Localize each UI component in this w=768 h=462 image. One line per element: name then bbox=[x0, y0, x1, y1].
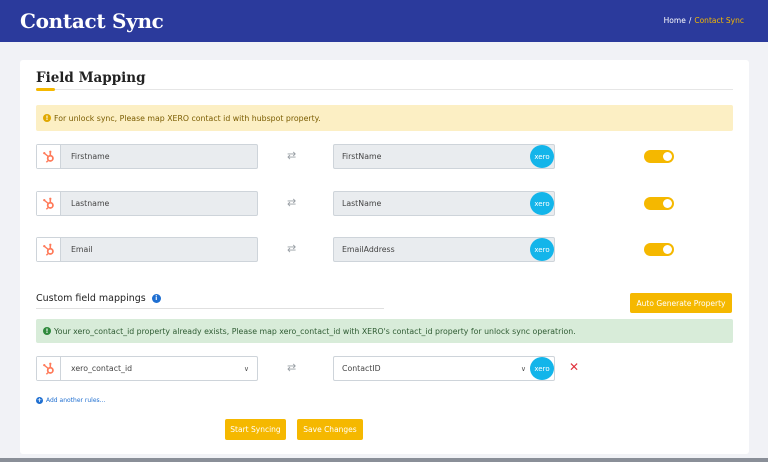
sync-toggle-lastname[interactable] bbox=[644, 197, 674, 210]
success-icon: ! bbox=[43, 327, 51, 335]
hubspot-field-lastname: Lastname bbox=[36, 191, 258, 216]
plus-icon: + bbox=[36, 397, 43, 404]
start-syncing-button[interactable]: Start Syncing bbox=[225, 419, 286, 440]
xero-field-firstname: FirstName xero bbox=[333, 144, 555, 169]
property-exists-alert: ! Your xero_contact_id property already … bbox=[36, 319, 733, 343]
field-mapping-card: Field Mapping ! For unlock sync, Please … bbox=[20, 60, 749, 454]
hubspot-icon bbox=[37, 357, 61, 380]
xero-logo-icon: xero bbox=[530, 145, 554, 168]
hubspot-property-value: xero_contact_id bbox=[71, 364, 133, 373]
swap-icon: ⇄ bbox=[287, 149, 297, 162]
success-text: Your xero_contact_id property already ex… bbox=[54, 326, 576, 336]
app-title: Contact Sync bbox=[20, 9, 164, 33]
xero-property-value: ContactID bbox=[342, 364, 381, 373]
add-rule-link[interactable]: + Add another rules... bbox=[36, 397, 105, 404]
xero-field-value: FirstName bbox=[342, 152, 382, 161]
chevron-down-icon: ∨ bbox=[520, 364, 526, 373]
hubspot-property-select[interactable]: xero_contact_id ∨ bbox=[36, 356, 258, 381]
hubspot-field-value: Firstname bbox=[71, 152, 110, 161]
xero-field-value: EmailAddress bbox=[342, 245, 395, 254]
xero-logo-icon: xero bbox=[530, 238, 554, 261]
breadcrumb-separator: / bbox=[688, 16, 692, 25]
title-divider bbox=[36, 89, 733, 90]
xero-field-email: EmailAddress xero bbox=[333, 237, 555, 262]
sync-toggle-email[interactable] bbox=[644, 243, 674, 256]
unlock-warning: ! For unlock sync, Please map XERO conta… bbox=[36, 105, 733, 131]
hubspot-icon bbox=[37, 145, 61, 168]
toggle-knob bbox=[663, 152, 672, 161]
auto-generate-property-button[interactable]: Auto Generate Property bbox=[630, 293, 732, 313]
warning-text: For unlock sync, Please map XERO contact… bbox=[54, 113, 321, 123]
xero-logo-icon: xero bbox=[530, 192, 554, 215]
section-title: Field Mapping bbox=[36, 70, 146, 86]
add-rule-label: Add another rules... bbox=[46, 397, 106, 404]
swap-icon: ⇄ bbox=[287, 242, 297, 255]
title-accent bbox=[36, 88, 55, 91]
bottom-strip bbox=[0, 458, 768, 462]
custom-mappings-label: Custom field mappings bbox=[36, 293, 146, 304]
toggle-knob bbox=[663, 245, 672, 254]
chevron-down-icon: ∨ bbox=[243, 364, 249, 373]
hubspot-field-value: Lastname bbox=[71, 199, 110, 208]
breadcrumb: Home / Contact Sync bbox=[664, 16, 744, 25]
hubspot-icon bbox=[37, 238, 61, 261]
hubspot-field-firstname: Firstname bbox=[36, 144, 258, 169]
save-changes-button[interactable]: Save Changes bbox=[297, 419, 363, 440]
xero-field-value: LastName bbox=[342, 199, 382, 208]
custom-divider bbox=[36, 308, 384, 309]
hubspot-icon bbox=[37, 192, 61, 215]
hubspot-field-value: Email bbox=[71, 245, 93, 254]
custom-mappings-title: Custom field mappings i bbox=[36, 293, 161, 304]
xero-property-select[interactable]: ContactID ∨ xero bbox=[333, 356, 555, 381]
breadcrumb-home[interactable]: Home bbox=[663, 16, 686, 25]
swap-icon: ⇄ bbox=[287, 196, 297, 209]
hubspot-field-email: Email bbox=[36, 237, 258, 262]
toggle-knob bbox=[663, 199, 672, 208]
top-bar: Contact Sync Home / Contact Sync bbox=[0, 0, 768, 42]
warning-icon: ! bbox=[43, 114, 51, 122]
xero-field-lastname: LastName xero bbox=[333, 191, 555, 216]
breadcrumb-current: Contact Sync bbox=[694, 16, 744, 25]
remove-rule-icon[interactable]: ✕ bbox=[569, 360, 580, 374]
swap-icon: ⇄ bbox=[287, 361, 297, 374]
sync-toggle-firstname[interactable] bbox=[644, 150, 674, 163]
info-icon[interactable]: i bbox=[151, 294, 161, 303]
xero-logo-icon: xero bbox=[530, 357, 554, 380]
